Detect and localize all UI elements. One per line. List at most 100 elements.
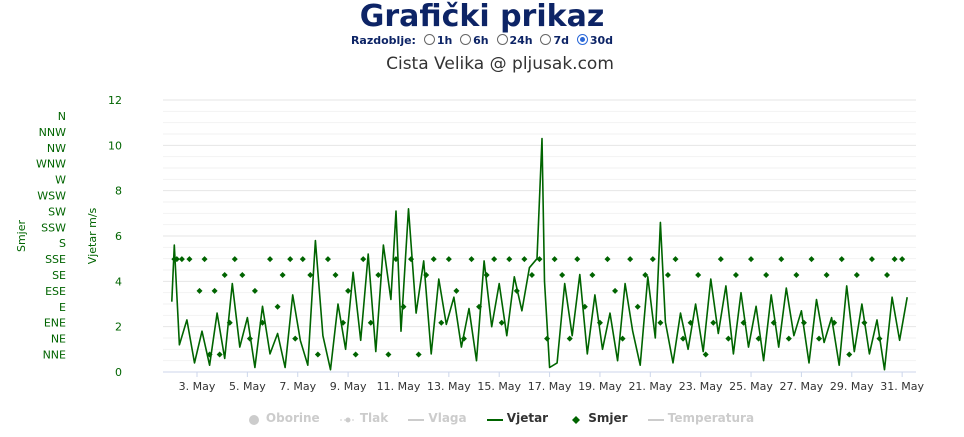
x-tick-label: 7. May — [279, 380, 316, 393]
wind-direction-point — [559, 272, 566, 278]
y-tick-label: 10 — [108, 139, 122, 152]
legend-temperatura[interactable]: Temperatura — [647, 411, 754, 425]
wind-direction-point — [259, 319, 266, 326]
wind-direction-point — [642, 272, 649, 278]
direction-tick-label: WNW — [36, 158, 66, 171]
wind-direction-point — [831, 319, 838, 326]
wind-direction-point — [498, 319, 505, 326]
legend-tlak[interactable]: Tlak — [339, 411, 388, 425]
period-option-6h[interactable]: 6h — [460, 34, 489, 48]
y-tick-label: 0 — [115, 366, 122, 379]
legend-vlaga[interactable]: Vlaga — [408, 411, 467, 425]
y-tick-label: 8 — [115, 185, 122, 198]
wind-direction-point — [853, 272, 860, 278]
wind-direction-point — [868, 256, 875, 263]
wind-direction-point — [808, 256, 815, 263]
x-tick-label: 23. May — [679, 380, 723, 393]
direction-tick-label: ENE — [44, 317, 66, 330]
y-tick-label: 12 — [108, 94, 122, 107]
direction-tick-label: E — [59, 301, 66, 314]
wind-direction-point — [173, 256, 180, 263]
radio-selected-icon[interactable] — [576, 34, 588, 45]
wind-direction-point — [717, 256, 724, 263]
wind-direction-point — [226, 319, 233, 326]
wind-direction-point — [491, 256, 498, 263]
chart-title: Cista Velika @ pljusak.com — [386, 54, 614, 74]
line-icon — [486, 414, 503, 424]
wind-direction-point — [483, 272, 490, 278]
speed-axis-title: Vjetar m/s — [86, 207, 99, 264]
direction-tick-label: ESE — [45, 285, 66, 298]
radio-icon[interactable] — [423, 34, 435, 45]
wind-direction-point — [385, 351, 392, 358]
wind-direction-point — [884, 272, 891, 278]
wind-direction-point — [634, 303, 641, 310]
x-tick-label: 5. May — [229, 380, 266, 393]
wind-direction-point — [596, 319, 603, 326]
period-option-24h[interactable]: 24h — [496, 34, 533, 48]
wind-direction-point — [612, 287, 619, 294]
x-tick-label: 31. May — [880, 380, 924, 393]
wind-direction-point — [506, 256, 513, 263]
wind-direction-point — [581, 303, 588, 310]
wind-direction-point — [800, 319, 807, 326]
wind-direction-point — [672, 256, 679, 263]
wind-direction-point — [324, 256, 331, 263]
wind-direction-point — [438, 319, 445, 326]
legend-smjer[interactable]: Smjer — [568, 411, 628, 425]
direction-tick-label: NW — [47, 142, 66, 155]
wind-direction-point — [408, 256, 415, 263]
period-option-30d[interactable]: 30d — [576, 34, 613, 48]
wind-direction-point — [861, 319, 868, 326]
period-option-1h[interactable]: 1h — [423, 34, 452, 48]
wind-direction-point — [216, 351, 223, 358]
wind-direction-point — [332, 272, 339, 278]
circle-icon — [246, 414, 262, 425]
wind-direction-point — [785, 335, 792, 342]
period-option-7d[interactable]: 7d — [540, 34, 569, 48]
period-label: Razdoblje: — [350, 34, 416, 47]
wind-speed-series — [171, 137, 908, 371]
wind-direction-point — [221, 272, 228, 278]
wind-direction-point — [415, 351, 422, 358]
chart-legend: Oborine Tlak Vlaga Vjetar Smjer Temperat… — [0, 411, 964, 425]
y-tick-label: 4 — [115, 275, 122, 288]
x-tick-label: 25. May — [729, 380, 773, 393]
wind-direction-point — [307, 272, 314, 278]
period-selector: Razdoblje: 1h 6h 24h 7d 30d — [0, 34, 964, 48]
diamond-icon — [568, 414, 584, 424]
wind-direction-point — [687, 319, 694, 326]
legend-vjetar[interactable]: Vjetar — [486, 411, 548, 425]
y-tick-label: 2 — [115, 321, 122, 334]
wind-direction-point — [823, 272, 830, 278]
wind-direction-point — [702, 351, 709, 358]
wind-direction-point — [460, 335, 467, 342]
wind-direction-point — [528, 272, 535, 278]
wind-direction-point — [778, 256, 785, 263]
wind-direction-point — [352, 351, 359, 358]
wind-direction-point — [838, 256, 845, 263]
x-tick-label: 15. May — [477, 380, 521, 393]
wind-direction-point — [292, 335, 299, 342]
wind-direction-point — [201, 256, 208, 263]
wind-direction-point — [657, 319, 664, 326]
x-tick-label: 21. May — [628, 380, 672, 393]
radio-icon[interactable] — [460, 34, 472, 45]
x-tick-label: 13. May — [427, 380, 471, 393]
wind-direction-point — [725, 335, 732, 342]
legend-oborine[interactable]: Oborine — [246, 411, 320, 425]
wind-direction-point — [375, 272, 382, 278]
radio-icon[interactable] — [496, 34, 508, 45]
direction-tick-label: W — [55, 174, 66, 187]
wind-direction-point — [239, 272, 246, 278]
wind-direction-point — [680, 335, 687, 342]
direction-tick-label: SSW — [41, 221, 66, 234]
wind-direction-point — [619, 335, 626, 342]
wind-direction-point — [314, 351, 321, 358]
direction-tick-label: NE — [51, 333, 66, 346]
wind-direction-point — [231, 256, 238, 263]
direction-tick-label: N — [58, 110, 66, 123]
radio-icon[interactable] — [540, 34, 552, 45]
direction-tick-label: SE — [52, 269, 66, 282]
wind-direction-point — [793, 272, 800, 278]
